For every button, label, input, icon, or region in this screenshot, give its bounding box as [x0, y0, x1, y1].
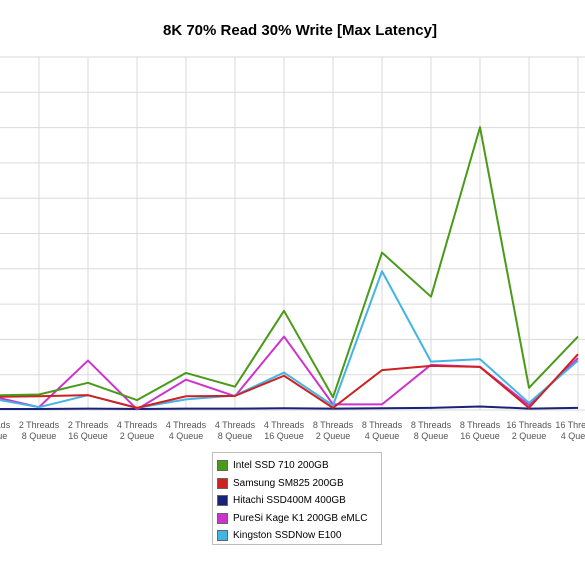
- legend-item: PureSi Kage K1 200GB eMLC: [217, 510, 381, 528]
- legend-swatch: [217, 495, 228, 507]
- series-line-2: [0, 405, 579, 410]
- x-tick-label: 8 Threads 8 Queue: [411, 420, 452, 441]
- legend-item: Kingston SSDNow E100: [217, 527, 381, 545]
- legend-label: Hitachi SSD400M 400GB: [233, 495, 346, 507]
- x-tick-label: 4 Threads 4 Queue: [166, 420, 207, 441]
- series-line-1: [0, 353, 579, 409]
- x-tick-label: 2 Threads 8 Queue: [19, 420, 60, 441]
- x-tick-label: 8 Threads 4 Queue: [362, 420, 403, 441]
- x-tick-label: 4 Threads 16 Queue: [264, 420, 305, 441]
- legend: Intel SSD 710 200GB Samsung SM825 200GB Hi…: [212, 452, 382, 545]
- legend-swatch: [217, 460, 228, 472]
- legend-label: PureSi Kage K1 200GB eMLC: [233, 512, 368, 524]
- x-tick-label: 2 Threads 16 Queue: [68, 420, 109, 441]
- x-tick-label: 4 Threads 8 Queue: [215, 420, 256, 441]
- grid: [0, 56, 585, 411]
- legend-swatch: [217, 512, 228, 524]
- x-tick-label: 4 Threads 2 Queue: [117, 420, 158, 441]
- legend-label: Kingston SSDNow E100: [233, 530, 342, 542]
- legend-item: Samsung SM825 200GB: [217, 475, 381, 493]
- chart-title: 8K 70% Read 30% Write [Max Latency]: [163, 22, 437, 39]
- series-line-0: [0, 126, 579, 402]
- series-lines: [0, 126, 579, 411]
- legend-label: Intel SSD 710 200GB: [233, 460, 329, 472]
- legend-swatch: [217, 530, 228, 542]
- x-tick-label: 16 Threads 2 Queue: [506, 420, 552, 441]
- legend-label: Samsung SM825 200GB: [233, 477, 344, 489]
- series-line-3: [0, 335, 579, 411]
- legend-item: Intel SSD 710 200GB: [217, 457, 381, 475]
- legend-item: Hitachi SSD400M 400GB: [217, 492, 381, 510]
- x-tick-label: 8 Threads 2 Queue: [313, 420, 354, 441]
- legend-swatch: [217, 477, 228, 489]
- x-tick-label: 8 Threads 16 Queue: [460, 420, 501, 441]
